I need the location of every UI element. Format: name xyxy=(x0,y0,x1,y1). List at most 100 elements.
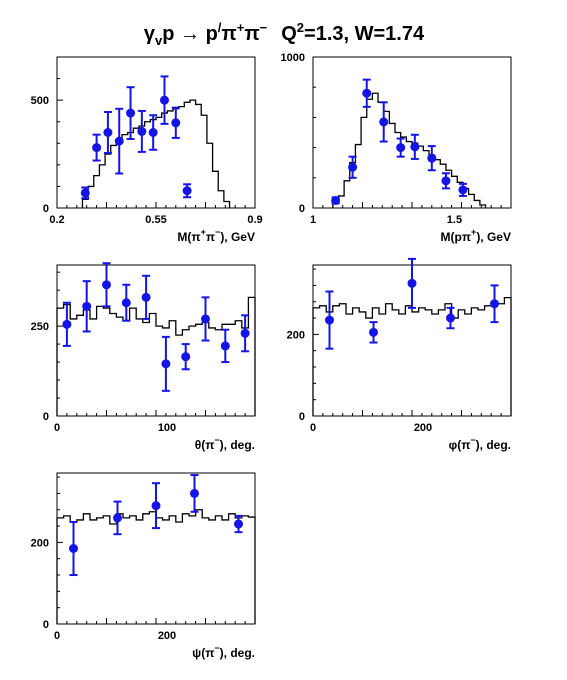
data-marker xyxy=(182,186,192,196)
data-point xyxy=(102,262,111,308)
data-marker xyxy=(240,328,250,338)
data-point xyxy=(369,321,378,344)
x-axis-label: M(pπ+), GeV xyxy=(441,227,511,244)
data-marker xyxy=(137,126,147,136)
x-axis-label: ψ(π−), deg. xyxy=(192,643,255,660)
data-marker xyxy=(126,108,136,118)
data-marker xyxy=(369,327,378,337)
data-point xyxy=(141,274,151,320)
data-marker xyxy=(121,298,131,308)
data-marker xyxy=(141,292,151,302)
x-tick-label: 0.55 xyxy=(145,214,166,226)
data-marker xyxy=(427,153,437,163)
data-marker xyxy=(441,176,451,186)
data-marker xyxy=(325,315,334,325)
data-marker xyxy=(80,188,90,198)
data-marker xyxy=(348,162,358,172)
data-marker xyxy=(114,136,124,146)
data-point xyxy=(441,172,451,190)
panel-psi: 0 200 0 200 ψ(π−), deg. xyxy=(31,472,256,660)
data-point xyxy=(234,514,243,534)
histogram-line xyxy=(81,99,231,208)
data-point xyxy=(151,482,161,530)
y-tick-label: 200 xyxy=(287,329,305,341)
data-point xyxy=(92,133,102,162)
data-point xyxy=(69,520,78,577)
x-tick-label: 200 xyxy=(158,630,176,642)
data-marker xyxy=(159,95,169,105)
data-point xyxy=(220,328,230,364)
y-tick-label: 200 xyxy=(31,537,49,549)
data-marker xyxy=(331,195,341,205)
data-point xyxy=(148,114,158,151)
x-tick-label: 0 xyxy=(54,422,60,434)
data-marker xyxy=(148,128,158,137)
x-tick-label: 0 xyxy=(310,422,316,434)
data-point xyxy=(490,284,499,324)
data-marker xyxy=(396,143,406,153)
data-marker xyxy=(362,88,372,98)
data-marker xyxy=(234,519,243,529)
panel-mpipi: 0.2 0.55 0.9 0 500 M(π+π−), GeV xyxy=(31,56,263,244)
data-marker xyxy=(82,301,92,311)
data-point xyxy=(113,500,122,536)
data-point xyxy=(182,183,192,199)
data-marker xyxy=(410,142,420,152)
data-marker xyxy=(69,544,78,553)
data-point xyxy=(410,133,420,160)
data-point xyxy=(240,314,250,353)
data-point xyxy=(103,111,113,154)
x-tick-label: 1 xyxy=(310,214,316,226)
data-point xyxy=(161,335,171,392)
data-point xyxy=(348,155,358,179)
data-point xyxy=(159,75,169,125)
data-point xyxy=(427,145,437,172)
data-marker xyxy=(102,280,111,290)
data-point xyxy=(80,186,90,200)
data-point xyxy=(201,296,210,342)
data-point xyxy=(181,343,191,371)
x-axis-label: M(π+π−), GeV xyxy=(177,227,255,244)
data-marker xyxy=(201,314,210,324)
y-tick-label: 500 xyxy=(31,95,49,107)
data-marker xyxy=(62,319,72,329)
data-point xyxy=(325,290,334,350)
panel-mppi: 1 1.5 0 1000 M(pπ+), GeV xyxy=(281,52,512,244)
x-tick-label: 0 xyxy=(54,630,60,642)
data-marker xyxy=(379,117,389,127)
panel-theta: 0 100 0 250 θ(π−), deg. xyxy=(31,262,256,452)
y-tick-label: 0 xyxy=(43,203,49,215)
data-marker xyxy=(407,278,417,288)
data-marker xyxy=(181,352,191,362)
panel-phi: 0 200 0 200 φ(π−), deg. xyxy=(287,257,512,452)
data-marker xyxy=(446,313,455,323)
data-point xyxy=(114,107,124,175)
data-point xyxy=(190,474,199,513)
x-tick-label: 1.5 xyxy=(447,214,462,226)
data-marker xyxy=(161,359,171,369)
y-tick-label: 250 xyxy=(31,321,49,333)
data-point xyxy=(137,109,147,153)
data-point xyxy=(362,78,372,108)
data-point xyxy=(407,257,417,309)
y-tick-label: 0 xyxy=(43,619,49,631)
x-axis-label: θ(π−), deg. xyxy=(195,435,255,452)
x-tick-label: 100 xyxy=(158,422,176,434)
data-marker xyxy=(190,488,199,498)
data-marker xyxy=(113,513,122,523)
data-point xyxy=(331,195,341,205)
y-tick-label: 0 xyxy=(299,203,305,215)
data-marker xyxy=(490,299,499,309)
data-point xyxy=(396,137,406,158)
histogram-line xyxy=(312,296,512,416)
data-point xyxy=(82,280,92,333)
data-marker xyxy=(151,501,161,511)
x-axis-label: φ(π−), deg. xyxy=(449,435,511,452)
data-marker xyxy=(92,143,102,153)
data-point xyxy=(446,306,455,330)
y-tick-label: 0 xyxy=(299,411,305,423)
chart-title: γvp → p/π+π− Q2=1.3, W=1.74 xyxy=(144,20,425,48)
histogram-line xyxy=(332,92,487,208)
data-marker xyxy=(171,118,181,128)
data-point xyxy=(379,101,389,143)
